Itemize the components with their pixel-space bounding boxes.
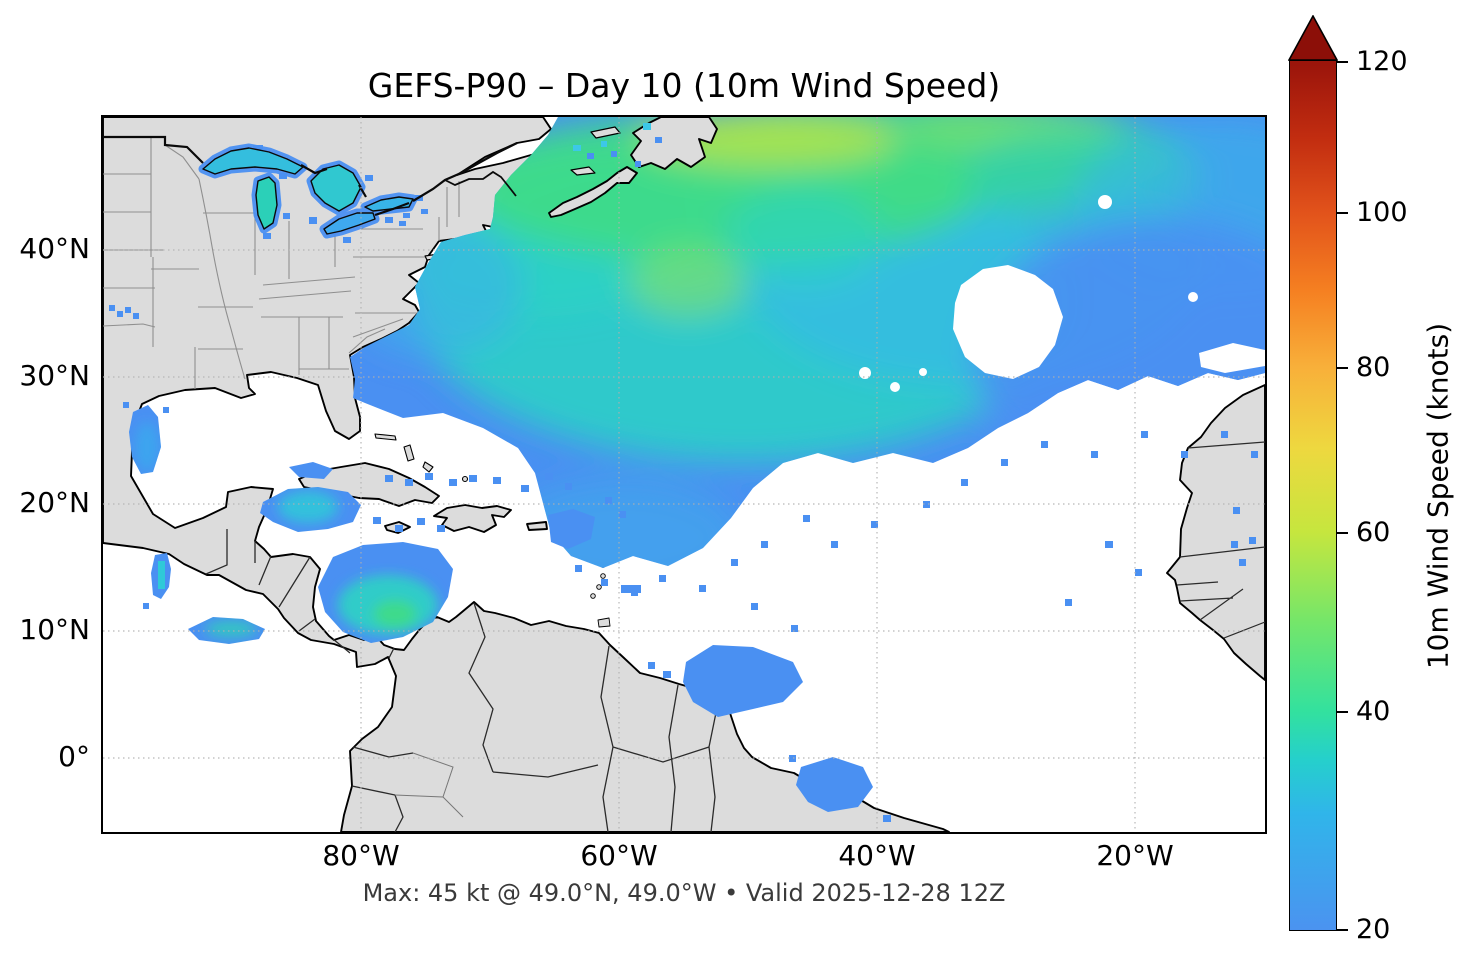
colorbar-extend-arrow	[1288, 15, 1338, 61]
lat-tick-30n: 30°N	[19, 359, 90, 392]
lon-tick-60w: 60°W	[580, 839, 658, 872]
lake-erie	[323, 212, 376, 235]
lake-ontario	[364, 196, 414, 212]
puerto-rico-island	[526, 521, 548, 531]
bahamas-islands	[374, 433, 469, 483]
colorbar-tick-40	[1337, 711, 1348, 713]
lon-tick-40w: 40°W	[838, 839, 916, 872]
lon-tick-80w: 80°W	[322, 839, 400, 872]
lake-huron	[310, 164, 362, 212]
colorbar-tick-label-120: 120	[1356, 46, 1408, 77]
lat-tick-20n: 20°N	[19, 486, 90, 519]
country-borders	[205, 441, 1265, 832]
lon-tick-20w: 20°W	[1096, 839, 1174, 872]
colorbar-tick-100	[1337, 212, 1348, 214]
gulf-st-lawrence-wind-speckles	[573, 123, 662, 167]
wind-speckles	[109, 145, 1258, 822]
max-annotation: Max: 45 kt @ 49.0°N, 49.0°W • Valid 2025…	[362, 879, 1006, 907]
colorbar-axis-label: 10m Wind Speed (knots)	[1421, 322, 1455, 670]
colorbar-tick-label-60: 60	[1356, 517, 1391, 548]
land-layer	[103, 117, 1265, 832]
gridlines-layer	[103, 117, 1265, 832]
lat-tick-10n: 10°N	[19, 613, 90, 646]
chart-title: GEFS-P90 – Day 10 (10m Wind Speed)	[367, 66, 1001, 105]
lat-tick-0: 0°	[58, 740, 90, 773]
prince-edward-island	[570, 166, 596, 176]
colorbar-tick-120	[1337, 61, 1348, 63]
colorbar-tick-80	[1337, 367, 1348, 369]
wind-field-holes	[859, 195, 1265, 392]
map-plot-area	[101, 115, 1267, 834]
colorbar-tick-label-80: 80	[1356, 352, 1391, 383]
atlantic-canada-land	[548, 117, 718, 218]
map-canvas	[103, 117, 1265, 832]
colorbar-tick-20	[1337, 929, 1348, 931]
great-lakes	[198, 143, 418, 239]
africa-landmass	[1166, 384, 1265, 681]
lat-tick-40n: 40°N	[19, 232, 90, 265]
nova-scotia	[548, 166, 638, 218]
colorbar-gradient	[1289, 60, 1337, 931]
anticosti-island	[590, 126, 621, 139]
newfoundland-island	[630, 117, 718, 170]
us-canada-border	[103, 135, 518, 217]
hispaniola-island	[433, 504, 512, 533]
wind-patches	[129, 405, 873, 812]
lake-michigan	[255, 176, 278, 230]
colorbar-tick-60	[1337, 532, 1348, 534]
colorbar-tick-label-40: 40	[1356, 696, 1391, 727]
wind-field-layer	[109, 117, 1265, 822]
colorbar-tick-label-20: 20	[1356, 914, 1391, 945]
colorbar-tick-label-100: 100	[1356, 197, 1408, 228]
